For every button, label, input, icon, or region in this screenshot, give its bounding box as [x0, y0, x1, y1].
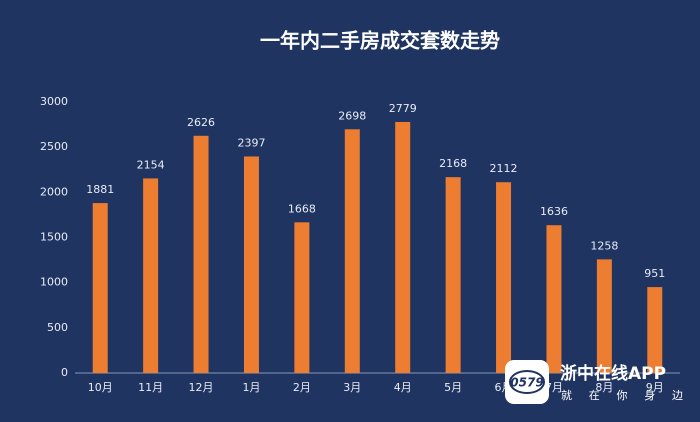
- watermark-name: 浙中在线APP: [560, 363, 666, 384]
- data-label: 951: [644, 267, 665, 280]
- bar: [344, 129, 360, 373]
- y-tick-label: 0: [61, 366, 68, 379]
- data-label: 1636: [540, 205, 568, 218]
- bar: [546, 225, 562, 373]
- bar: [243, 156, 259, 373]
- x-tick-label: 7月: [545, 381, 563, 394]
- bar: [92, 203, 108, 373]
- x-tick-label: 1月: [242, 381, 260, 394]
- data-label: 1881: [86, 183, 114, 196]
- y-tick-label: 3000: [40, 95, 68, 108]
- watermark-slogan: 就 在 你 身 边: [561, 388, 683, 402]
- data-label: 1258: [590, 239, 618, 252]
- watermark-logo: 0579: [510, 376, 543, 390]
- data-label: 2112: [490, 162, 518, 175]
- x-tick-label: 12月: [189, 381, 214, 394]
- y-tick-label: 2500: [40, 140, 68, 153]
- y-tick-label: 1000: [40, 276, 68, 289]
- x-tick-label: 10月: [88, 381, 113, 394]
- x-tick-label: 9月: [646, 381, 664, 394]
- bar: [496, 182, 512, 373]
- y-tick-label: 500: [47, 321, 68, 334]
- data-label: 2698: [338, 109, 366, 122]
- data-label: 2154: [137, 158, 165, 171]
- x-tick-label: 3月: [343, 381, 361, 394]
- bar: [395, 121, 411, 373]
- bar: [294, 222, 310, 373]
- chart-title: 一年内二手房成交套数走势: [260, 29, 500, 53]
- data-label: 1668: [288, 202, 316, 215]
- data-label: 2626: [187, 116, 215, 129]
- x-tick-label: 5月: [444, 381, 462, 394]
- data-label: 2168: [439, 157, 467, 170]
- bar: [143, 178, 159, 373]
- x-tick-label: 8月: [595, 381, 613, 394]
- data-label: 2397: [237, 136, 265, 149]
- bar: [647, 287, 663, 373]
- bar: [596, 259, 612, 373]
- watermark-logo-ring: [509, 370, 545, 394]
- watermark-logo-box: [505, 360, 549, 404]
- x-tick-label: 4月: [394, 381, 412, 394]
- y-tick-label: 1500: [40, 231, 68, 244]
- bar: [193, 135, 209, 373]
- plot: 0 500 1000 1500 2000 2500 3000 10月 1881 11月 2154 12…: [40, 95, 665, 394]
- data-label: 2779: [389, 102, 417, 115]
- watermark: 0579 浙中在线APP 就 在 你 身 边: [505, 360, 683, 404]
- x-tick-label: 2月: [293, 381, 311, 394]
- bar: [445, 177, 461, 373]
- x-tick-label: 11月: [138, 381, 163, 394]
- y-tick-label: 2000: [40, 185, 68, 198]
